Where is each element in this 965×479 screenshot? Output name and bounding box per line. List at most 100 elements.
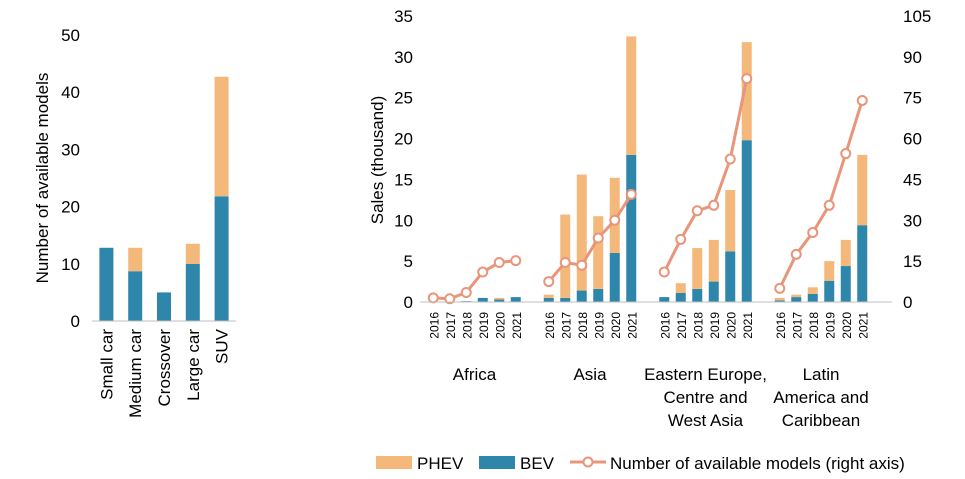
year-tick-label: 2021 [856, 312, 870, 339]
legend-bev-label: BEV [520, 454, 555, 473]
sales-bar-bev [494, 299, 505, 302]
sales-bar-phev [494, 297, 505, 300]
year-tick-label: 2020 [840, 312, 854, 339]
left-x-tick-label: Medium car [126, 329, 145, 418]
models-point [708, 199, 720, 211]
sales-bar-bev [560, 297, 571, 302]
left-y-tick-label: 0 [71, 312, 80, 331]
models-point [790, 248, 802, 260]
sales-bar-bev [626, 154, 637, 302]
models-point [658, 266, 670, 278]
year-tick-label: 2016 [543, 312, 557, 339]
year-tick-label: 2016 [658, 312, 672, 339]
models-y-tick-label: 75 [903, 89, 922, 108]
legend: PHEV BEV Number of available models (right… [376, 454, 905, 473]
region-label: Caribbean [782, 411, 860, 430]
sales-bar-phev [560, 214, 571, 298]
year-tick-label: 2018 [460, 312, 474, 339]
left-bar-bev [214, 196, 229, 321]
sales-y-tick-label: 15 [394, 170, 413, 189]
models-point [444, 293, 456, 305]
region-label: America and [773, 388, 868, 407]
models-point [625, 188, 637, 200]
left-bar-bev [128, 271, 143, 321]
models-point [807, 227, 819, 239]
year-tick-label: 2018 [576, 312, 590, 339]
models-point [510, 255, 522, 267]
models-point [823, 199, 835, 211]
year-tick-label: 2016 [774, 312, 788, 339]
year-tick-label: 2017 [559, 312, 573, 339]
sales-bar-bev [791, 297, 802, 302]
sales-bar-bev [692, 288, 703, 302]
left-x-tick-label: SUV [213, 328, 232, 364]
left-y-tick-label: 20 [61, 198, 80, 217]
models-point [543, 276, 555, 288]
models-point [460, 286, 472, 298]
sales-bar-phev [543, 294, 554, 298]
sales-bar-phev [692, 248, 703, 289]
sales-y-tick-label: 0 [404, 293, 413, 312]
left-bar-phev [185, 243, 200, 264]
legend-line-marker [582, 456, 594, 468]
region-label: Africa [453, 365, 497, 384]
left-bar-phev [214, 76, 229, 197]
models-point [576, 259, 588, 271]
legend-bev-swatch [479, 456, 515, 469]
left-y-axis-title: Number of available models [33, 73, 52, 284]
year-tick-label: 2017 [790, 312, 804, 339]
models-point [840, 148, 852, 160]
models-point [493, 257, 505, 269]
sales-bar-phev [824, 261, 835, 281]
models-point [609, 214, 621, 226]
year-tick-label: 2020 [724, 312, 738, 339]
sales-bar-phev [774, 297, 785, 301]
year-tick-label: 2019 [823, 312, 837, 339]
models-line [778, 99, 864, 290]
models-point [477, 266, 489, 278]
sales-bar-bev [741, 140, 752, 302]
left-bar-phev [128, 247, 143, 272]
year-tick-label: 2018 [691, 312, 705, 339]
sales-bar-bev [807, 293, 818, 302]
models-y-tick-label: 15 [903, 252, 922, 271]
left-x-tick-label: Crossover [155, 329, 174, 407]
region-label: Centre and [663, 388, 747, 407]
region-label: Latin [803, 365, 840, 384]
legend-phev-label: PHEV [417, 454, 464, 473]
models-y-tick-label: 0 [903, 293, 912, 312]
sales-bar-phev [725, 190, 736, 252]
year-tick-label: 2017 [444, 312, 458, 339]
sales-bar-phev [593, 216, 604, 289]
models-point [691, 205, 703, 217]
left-y-tick-label: 10 [61, 255, 80, 274]
year-tick-label: 2019 [477, 312, 491, 339]
sales-y-tick-label: 35 [394, 7, 413, 26]
year-tick-label: 2018 [807, 312, 821, 339]
sales-y-tick-label: 10 [394, 211, 413, 230]
models-point [774, 282, 786, 294]
models-y-tick-label: 30 [903, 211, 922, 230]
right-y-axis-title: Sales (thousand) [368, 96, 387, 225]
left-x-tick-label: Large car [184, 329, 203, 401]
sales-bar-phev [626, 36, 637, 155]
year-tick-label: 2021 [625, 312, 639, 339]
models-y-tick-label: 60 [903, 130, 922, 149]
left-bar-bev [185, 263, 200, 321]
models-point [559, 257, 571, 269]
year-tick-label: 2017 [675, 312, 689, 339]
sales-bar-phev [708, 239, 719, 282]
left-x-tick-label: Small car [97, 329, 116, 400]
sales-bar-phev [576, 174, 587, 291]
year-tick-label: 2021 [741, 312, 755, 339]
sales-bar-bev [857, 225, 868, 302]
sales-bar-bev [824, 280, 835, 302]
models-point [592, 232, 604, 244]
left-y-tick-label: 30 [61, 140, 80, 159]
year-tick-label: 2019 [708, 312, 722, 339]
models-y-tick-label: 45 [903, 170, 922, 189]
sales-y-tick-label: 25 [394, 89, 413, 108]
sales-bar-bev [477, 297, 488, 302]
